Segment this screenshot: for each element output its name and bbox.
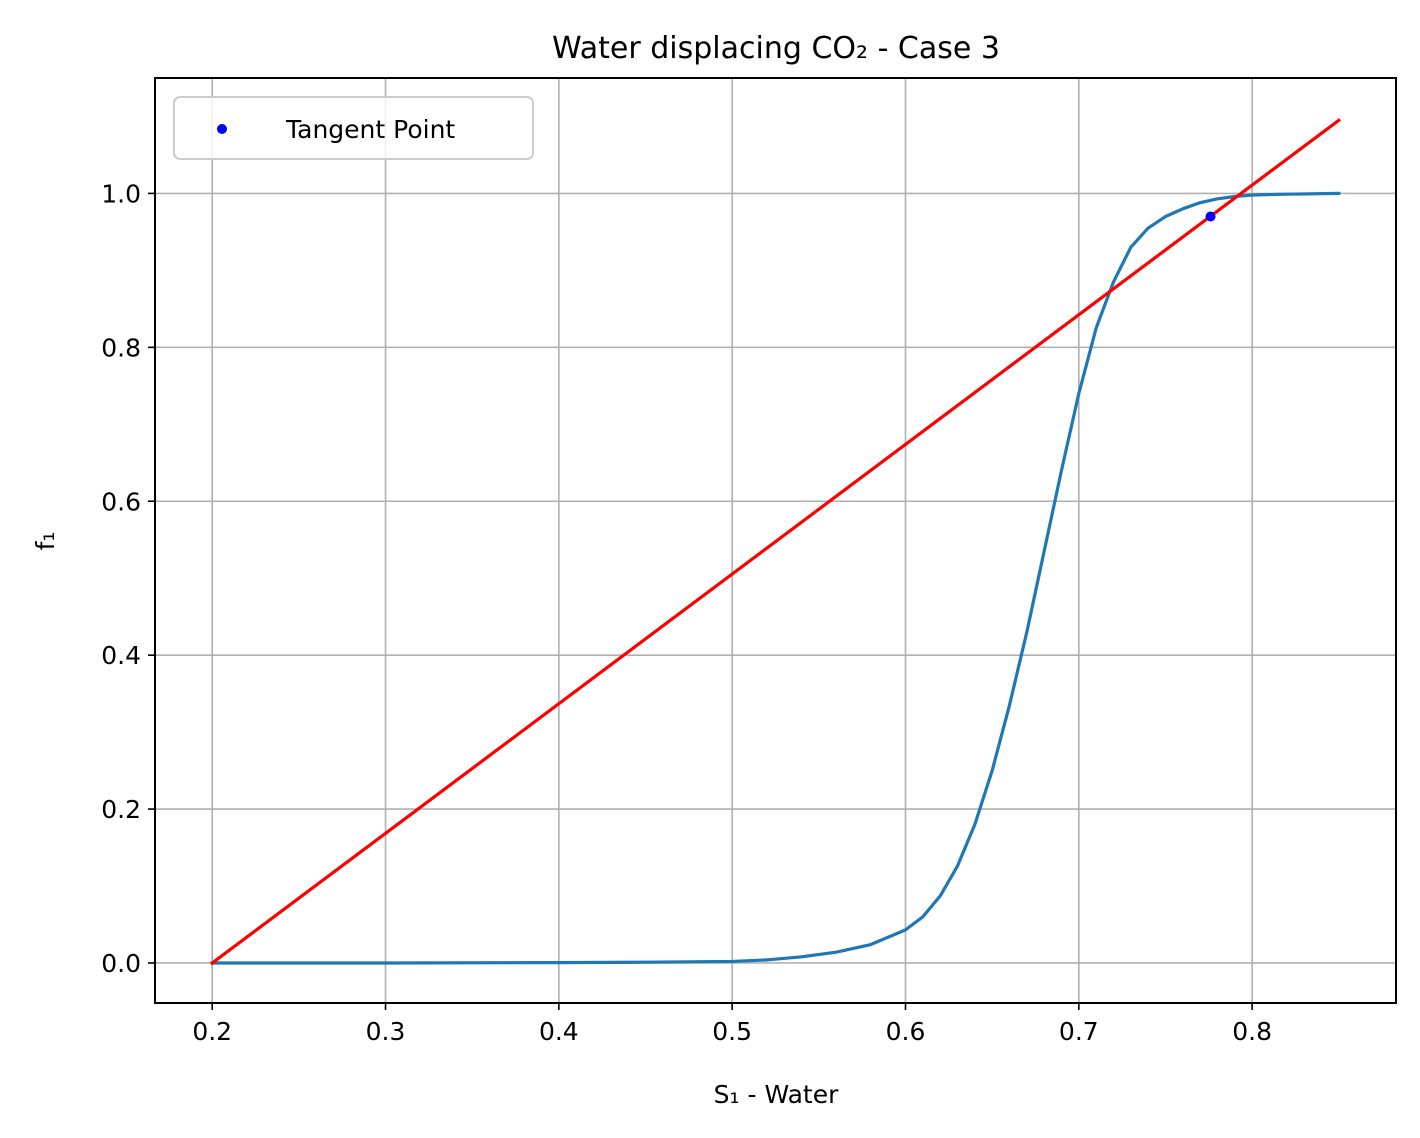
y-tick-label: 0.2: [101, 795, 141, 824]
tangent-point-marker: [1205, 211, 1216, 222]
chart-title: Water displacing CO₂ - Case 3: [552, 31, 1000, 66]
axes-frame: [154, 77, 1397, 1004]
fractional-flow-curve: [210, 191, 1341, 965]
tangent-line: [209, 118, 1342, 966]
y-tick-label: 0.0: [101, 949, 141, 978]
x-tick-label: 0.8: [1232, 1017, 1272, 1046]
y-tick-label: 0.8: [101, 333, 141, 362]
plot-area: [209, 118, 1342, 966]
x-tick-label: 0.2: [192, 1017, 232, 1046]
y-axis-label: f₁: [31, 532, 60, 551]
grid: [155, 78, 1396, 1003]
y-axis: 0.0 0.2 0.4 0.6 0.8 1.0: [101, 179, 155, 978]
y-tick-label: 1.0: [101, 179, 141, 208]
x-tick-label: 0.4: [539, 1017, 579, 1046]
y-tick-label: 0.4: [101, 641, 141, 670]
legend-box: [173, 96, 534, 160]
x-tick-label: 0.7: [1059, 1017, 1099, 1046]
legend-label-tangent-point: Tangent Point: [285, 115, 455, 144]
x-axis: 0.2 0.3 0.4 0.5 0.6 0.7 0.8: [192, 1003, 1272, 1046]
x-axis-label: S₁ - Water: [714, 1080, 839, 1109]
x-tick-label: 0.3: [366, 1017, 406, 1046]
legend-marker-tangent-point: [217, 124, 227, 134]
legend: Tangent Point: [173, 96, 534, 160]
y-tick-label: 0.6: [101, 487, 141, 516]
x-tick-label: 0.5: [712, 1017, 752, 1046]
x-tick-label: 0.6: [886, 1017, 926, 1046]
